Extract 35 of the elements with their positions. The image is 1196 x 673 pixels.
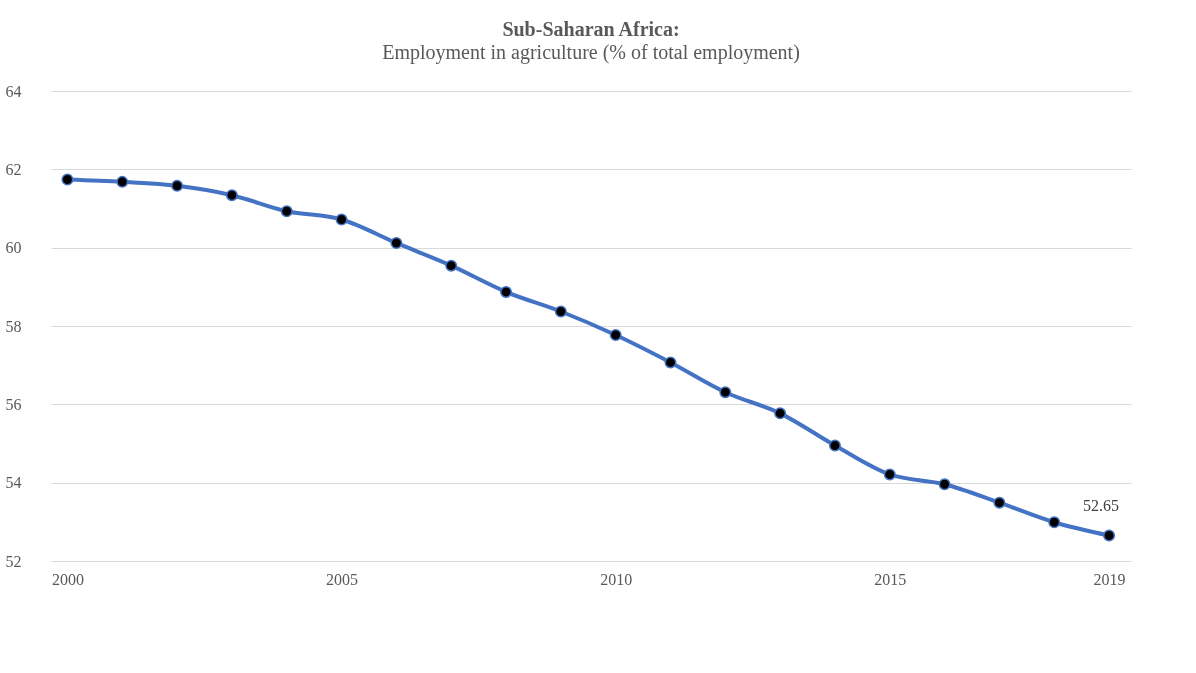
point bbox=[883, 468, 896, 481]
y-tick-label: 60 bbox=[5, 239, 22, 257]
point bbox=[828, 439, 841, 452]
y-tick-label: 52 bbox=[5, 552, 22, 570]
annotation: 52.65 bbox=[1083, 496, 1120, 514]
x-tick-label: 2000 bbox=[51, 570, 84, 588]
point bbox=[719, 386, 732, 399]
point bbox=[1103, 529, 1116, 542]
point bbox=[171, 179, 184, 192]
point bbox=[445, 259, 458, 272]
x-tick-label: 2015 bbox=[874, 570, 907, 588]
point bbox=[335, 213, 348, 226]
point bbox=[280, 205, 293, 218]
point bbox=[938, 478, 951, 491]
point bbox=[554, 305, 567, 318]
point bbox=[664, 356, 677, 369]
point bbox=[609, 329, 622, 341]
point bbox=[1048, 516, 1061, 529]
point bbox=[390, 236, 403, 249]
y-tick-label: 64 bbox=[5, 82, 22, 100]
point bbox=[225, 189, 238, 202]
chart-subtitle: Employment in agriculture (% of total employment) bbox=[382, 41, 800, 64]
point bbox=[774, 407, 787, 420]
point bbox=[61, 173, 74, 186]
x-tick-label: 2010 bbox=[600, 570, 633, 588]
point bbox=[116, 175, 129, 188]
point bbox=[993, 496, 1006, 509]
y-tick-label: 62 bbox=[5, 160, 22, 178]
point bbox=[500, 285, 513, 298]
x-tick-label: 2019 bbox=[1093, 570, 1126, 588]
y-tick-label: 56 bbox=[5, 395, 22, 413]
y-tick-label: 58 bbox=[5, 317, 22, 335]
y-tick-label: 54 bbox=[5, 474, 22, 492]
chart-title: Sub-Saharan Africa: bbox=[502, 18, 680, 40]
x-tick-label: 2005 bbox=[326, 570, 359, 588]
